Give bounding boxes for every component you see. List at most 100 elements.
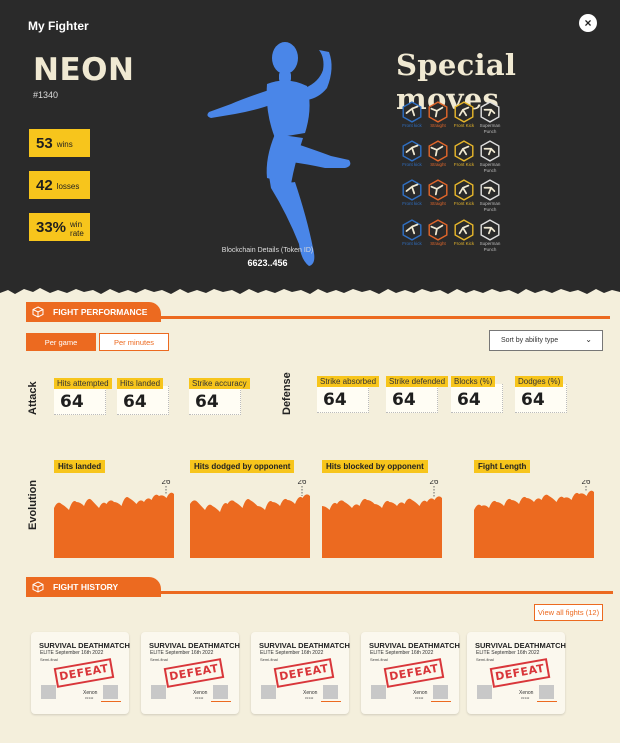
special-move[interactable]: Superman Punch xyxy=(477,219,503,253)
special-move-label: Superman Punch xyxy=(479,241,501,252)
card-paper xyxy=(141,632,239,714)
card-subtitle: ELITE September 16th 2022 xyxy=(260,650,324,656)
fight-history-card[interactable]: SURVIVAL DEATHMATCH ELITE September 16th … xyxy=(31,632,130,714)
special-move-label: Superman Punch xyxy=(479,162,501,173)
card-round: Semi-final xyxy=(260,657,278,662)
move-hexagon-icon xyxy=(402,219,422,241)
metric-value: 64 xyxy=(60,392,84,412)
card-paper xyxy=(361,632,459,714)
opponent-name: Xenon xyxy=(193,690,208,696)
fight-history-card[interactable]: SURVIVAL DEATHMATCH ELITE September 16th … xyxy=(361,632,460,714)
special-move[interactable]: Straight xyxy=(425,219,451,253)
metric-label: Strike accuracy xyxy=(189,378,250,389)
evolution-sparkline: 26 xyxy=(54,480,174,558)
move-hexagon-icon xyxy=(454,219,474,241)
special-move[interactable]: Straight xyxy=(425,140,451,174)
page-title: My Fighter xyxy=(28,19,89,33)
cube-icon xyxy=(32,581,44,593)
special-move[interactable]: Front Kick xyxy=(451,219,477,253)
special-move[interactable]: Front kick xyxy=(399,101,425,135)
evolution-hits-dodged: Hits dodged by opponent 26 xyxy=(190,460,316,560)
card-accent-line xyxy=(537,701,557,702)
fighter-avatar xyxy=(477,685,492,699)
sparkline-last-value: 26 xyxy=(162,480,171,486)
special-moves-row: Front kick Straight Front Kick Superman Pun… xyxy=(399,101,503,135)
card-title: SURVIVAL DEATHMATCH xyxy=(259,641,350,650)
blockchain-label: Blockchain Details (Token ID) xyxy=(221,247,314,254)
special-move-label: Superman Punch xyxy=(479,201,501,212)
fight-history-card[interactable]: SURVIVAL DEATHMATCH ELITE September 16th … xyxy=(251,632,350,714)
defense-label: Defense xyxy=(281,372,293,415)
fighter-id: #1340 xyxy=(33,90,59,100)
special-move[interactable]: Front kick xyxy=(399,140,425,174)
attack-label: Attack xyxy=(27,381,39,415)
special-move[interactable]: Front Kick xyxy=(451,101,477,135)
evolution-sparkline: 26 xyxy=(190,480,310,558)
special-move[interactable]: Superman Punch xyxy=(477,140,503,174)
special-move-label: Straight xyxy=(430,123,446,128)
opponent-avatar xyxy=(213,685,228,699)
special-move-label: Front Kick xyxy=(453,162,475,167)
special-move[interactable]: Front Kick xyxy=(451,140,477,174)
card-title: SURVIVAL DEATHMATCH xyxy=(475,641,566,650)
card-title: SURVIVAL DEATHMATCH xyxy=(369,641,460,650)
chevron-down-icon: ⌄ xyxy=(585,335,592,344)
card-subtitle: ELITE September 16th 2022 xyxy=(40,650,104,656)
card-round: Semi-final xyxy=(150,657,168,662)
card-subtitle: ELITE September 16th 2022 xyxy=(150,650,214,656)
section-rule xyxy=(161,316,610,319)
evolution-fight-length: Fight Length 26 xyxy=(474,460,600,560)
fight-performance-title: FIGHT PERFORMANCE xyxy=(53,307,148,317)
sort-select[interactable]: Sort by ability type ⌄ xyxy=(489,330,603,351)
move-hexagon-icon xyxy=(480,179,500,201)
move-hexagon-icon xyxy=(428,219,448,241)
special-move[interactable]: Front Kick xyxy=(451,179,477,213)
card-accent-line xyxy=(211,701,231,702)
opponent-avatar xyxy=(103,685,118,699)
opponent-id: #1342 xyxy=(305,696,314,700)
card-round: Semi-final xyxy=(476,657,494,662)
fighter-avatar xyxy=(371,685,386,699)
card-paper xyxy=(31,632,129,714)
close-button[interactable]: × xyxy=(579,14,597,32)
special-move[interactable]: Superman Punch xyxy=(477,179,503,213)
opponent-id: #1342 xyxy=(85,696,94,700)
evolution-sparkline: 26 xyxy=(322,480,442,558)
sparkline-last-value: 26 xyxy=(582,480,591,486)
move-hexagon-icon xyxy=(480,140,500,162)
metric-label: Strike defended xyxy=(386,376,449,387)
card-title: SURVIVAL DEATHMATCH xyxy=(149,641,240,650)
card-round: Semi-final xyxy=(40,657,58,662)
sort-label: Sort by ability type xyxy=(501,337,559,344)
tab-per-game[interactable]: Per game xyxy=(26,333,96,351)
special-move[interactable]: Front kick xyxy=(399,179,425,213)
fight-history-card[interactable]: SURVIVAL DEATHMATCH ELITE September 16th … xyxy=(141,632,240,714)
tab-per-minutes[interactable]: Per minutes xyxy=(99,333,169,351)
special-move[interactable]: Straight xyxy=(425,101,451,135)
metric-label: Hits attempted xyxy=(54,378,112,389)
special-move-label: Front Kick xyxy=(453,241,475,246)
move-hexagon-icon xyxy=(402,101,422,123)
special-move[interactable]: Superman Punch xyxy=(477,101,503,135)
win-rate-value: 33% xyxy=(36,218,67,236)
special-move-label: Straight xyxy=(430,241,446,246)
metric-label: Hits landed xyxy=(117,378,164,389)
card-accent-line xyxy=(321,701,341,702)
metric-value: 64 xyxy=(123,392,147,412)
sparkline-last-value: 26 xyxy=(430,480,439,486)
sparkline-area xyxy=(322,496,442,558)
fighter-avatar xyxy=(261,685,276,699)
metric-value: 64 xyxy=(323,390,347,410)
card-accent-line xyxy=(101,701,121,702)
special-move[interactable]: Straight xyxy=(425,179,451,213)
move-hexagon-icon xyxy=(480,101,500,123)
metric-label: Strike absorbed xyxy=(317,376,380,387)
fighter-avatar xyxy=(151,685,166,699)
fight-history-card[interactable]: SURVIVAL DEATHMATCH ELITE September 16th … xyxy=(467,632,566,714)
evolution-title: Hits blocked by opponent xyxy=(322,460,428,473)
special-move-label: Straight xyxy=(430,201,446,206)
special-move[interactable]: Front kick xyxy=(399,219,425,253)
evolution-title: Fight Length xyxy=(474,460,531,473)
opponent-avatar xyxy=(539,685,554,699)
view-all-fights-button[interactable]: View all fights (12) xyxy=(534,604,603,621)
